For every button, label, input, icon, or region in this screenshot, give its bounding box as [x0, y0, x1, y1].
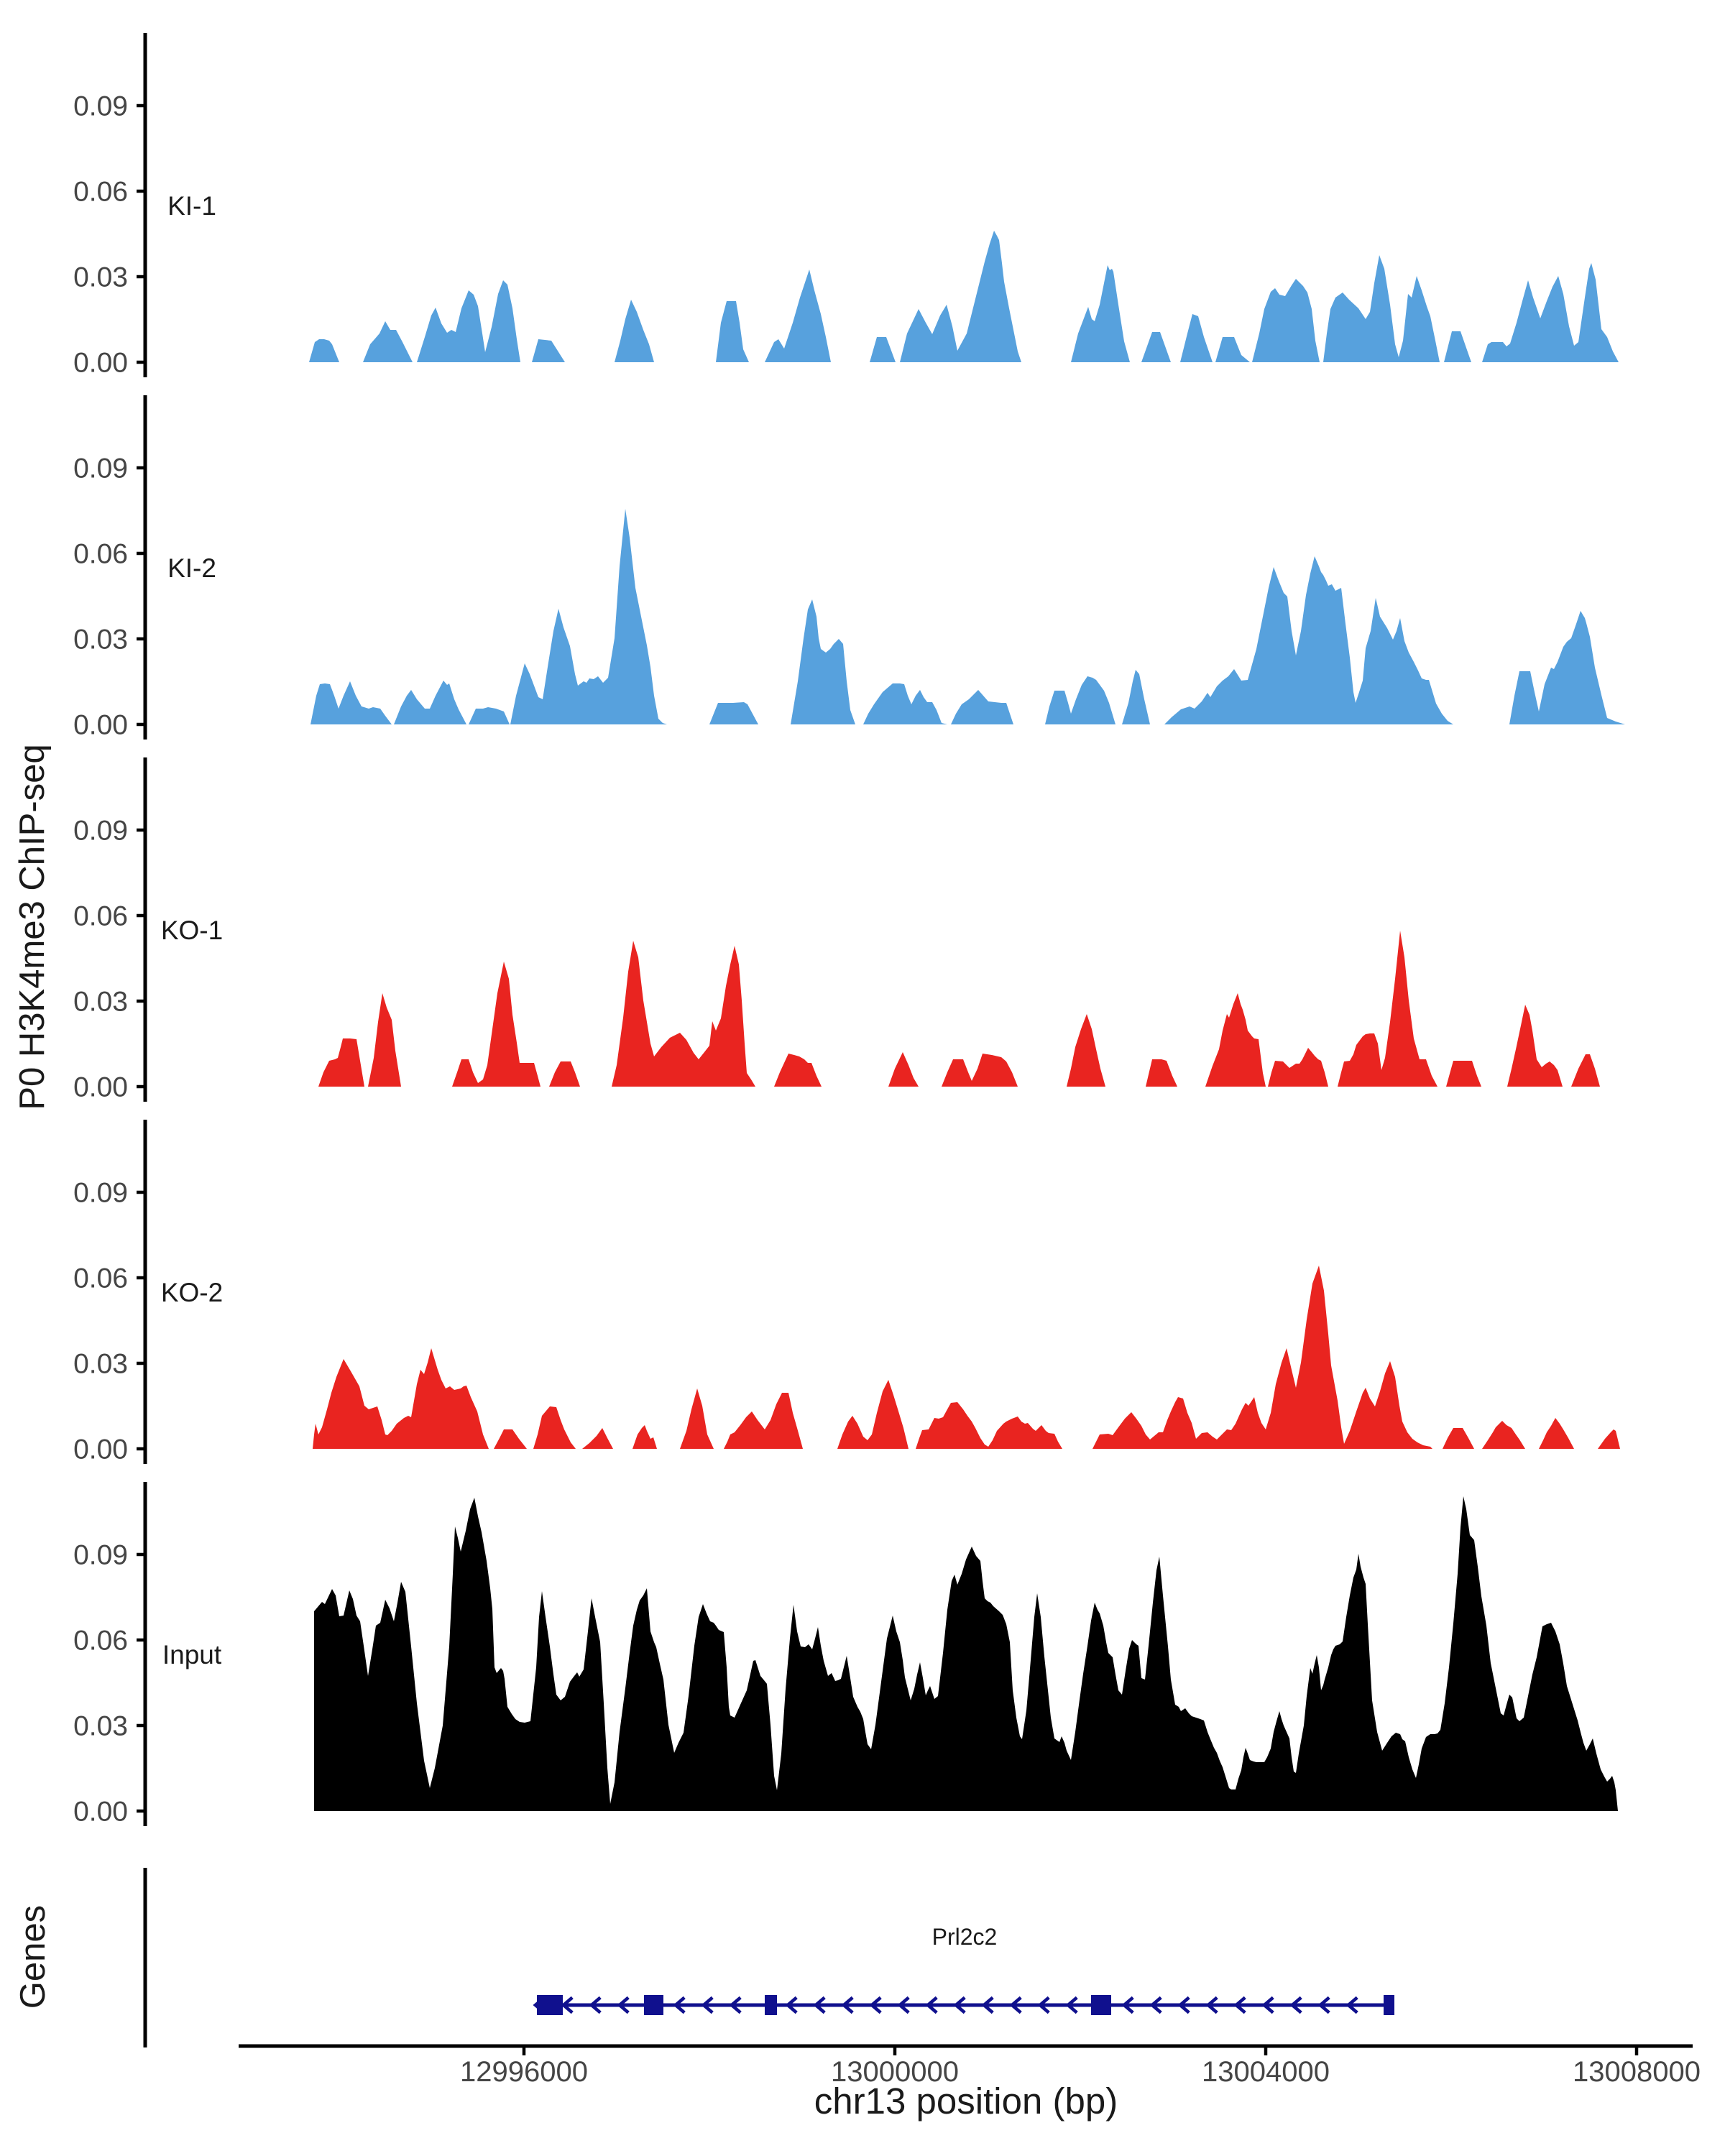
- svg-text:0.09: 0.09: [73, 91, 128, 122]
- svg-text:0.00: 0.00: [73, 1434, 128, 1465]
- svg-text:0.03: 0.03: [73, 625, 128, 655]
- svg-text:KI-1: KI-1: [167, 191, 216, 221]
- svg-text:KO-1: KO-1: [161, 916, 223, 945]
- svg-text:0.03: 0.03: [73, 987, 128, 1018]
- svg-text:0.03: 0.03: [73, 1349, 128, 1380]
- svg-text:13008000: 13008000: [1573, 2056, 1701, 2088]
- svg-text:Prl2c2: Prl2c2: [932, 1924, 998, 1950]
- svg-text:0.06: 0.06: [73, 177, 128, 208]
- svg-text:0.03: 0.03: [73, 1711, 128, 1742]
- svg-text:13004000: 13004000: [1202, 2056, 1330, 2088]
- svg-text:0.06: 0.06: [73, 901, 128, 932]
- svg-text:0.09: 0.09: [73, 816, 128, 847]
- svg-text:0.06: 0.06: [73, 1626, 128, 1657]
- svg-text:0.09: 0.09: [73, 1178, 128, 1209]
- svg-text:13000000: 13000000: [831, 2056, 959, 2088]
- svg-text:12996000: 12996000: [460, 2056, 588, 2088]
- svg-text:0.03: 0.03: [73, 262, 128, 293]
- svg-text:0.00: 0.00: [73, 348, 128, 379]
- svg-text:KO-2: KO-2: [161, 1278, 223, 1307]
- svg-text:Genes: Genes: [14, 1905, 52, 2009]
- svg-text:0.09: 0.09: [73, 453, 128, 484]
- svg-text:0.06: 0.06: [73, 539, 128, 570]
- svg-text:0.00: 0.00: [73, 710, 128, 741]
- svg-text:0.00: 0.00: [73, 1072, 128, 1103]
- svg-text:KI-2: KI-2: [167, 553, 216, 583]
- svg-text:Input: Input: [162, 1640, 222, 1669]
- svg-text:P0 H3K4me3 ChIP-seq: P0 H3K4me3 ChIP-seq: [13, 744, 52, 1110]
- svg-text:0.06: 0.06: [73, 1263, 128, 1294]
- svg-text:chr13 position (bp): chr13 position (bp): [814, 2081, 1118, 2122]
- svg-text:0.00: 0.00: [73, 1797, 128, 1828]
- svg-text:0.09: 0.09: [73, 1540, 128, 1571]
